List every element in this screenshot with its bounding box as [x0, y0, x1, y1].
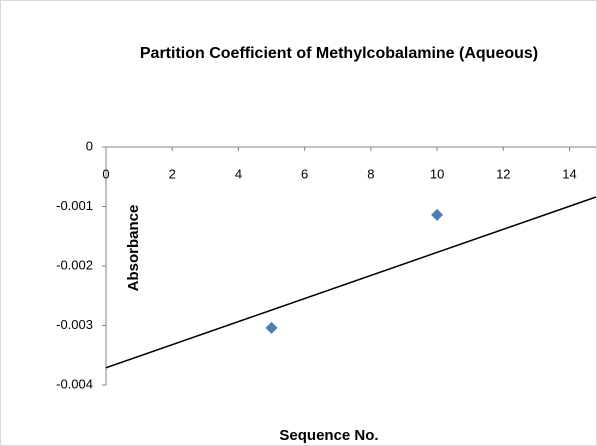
x-tick-label: 2 [169, 166, 176, 181]
x-axis-title: Sequence No. [279, 427, 378, 444]
y-axis-title: Absorbance [125, 205, 142, 292]
chart-title: Partition Coefficient of Methylcobalamin… [140, 45, 538, 62]
x-tick-label: 0 [102, 166, 109, 181]
y-tick-label: -0.001 [56, 198, 93, 213]
trendline [105, 196, 597, 369]
x-tick-label: 14 [562, 166, 576, 181]
y-tick-label: -0.003 [56, 317, 93, 332]
y-tick-label: -0.004 [56, 376, 93, 391]
y-tick-label: 0 [86, 138, 93, 153]
x-tick-label: 4 [235, 166, 242, 181]
x-tick-label: 6 [301, 166, 308, 181]
x-tick-label: 8 [367, 166, 374, 181]
y-tick-label: -0.002 [56, 257, 93, 272]
x-tick-label: 12 [496, 166, 510, 181]
data-point [431, 208, 444, 221]
data-point [265, 321, 278, 334]
x-tick-label: 10 [430, 166, 444, 181]
